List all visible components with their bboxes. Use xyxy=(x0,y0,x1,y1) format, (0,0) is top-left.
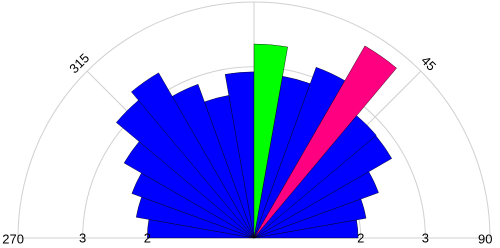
r-tick-label: 2 xyxy=(357,230,364,245)
bar xyxy=(253,219,359,239)
bar xyxy=(253,171,379,239)
bar xyxy=(131,72,255,239)
r-tick-label: 3 xyxy=(79,230,86,245)
theta-tick-label: 45 xyxy=(418,53,439,74)
bar xyxy=(171,84,255,239)
bar xyxy=(253,135,393,239)
theta-tick-label: 90 xyxy=(478,231,492,246)
bar xyxy=(253,115,377,239)
r-tick-label: 3 xyxy=(422,230,429,245)
r-tick-label: 2 xyxy=(144,230,151,245)
bar xyxy=(253,45,397,239)
bar xyxy=(253,198,367,239)
theta-tick-label: 270 xyxy=(2,231,24,246)
